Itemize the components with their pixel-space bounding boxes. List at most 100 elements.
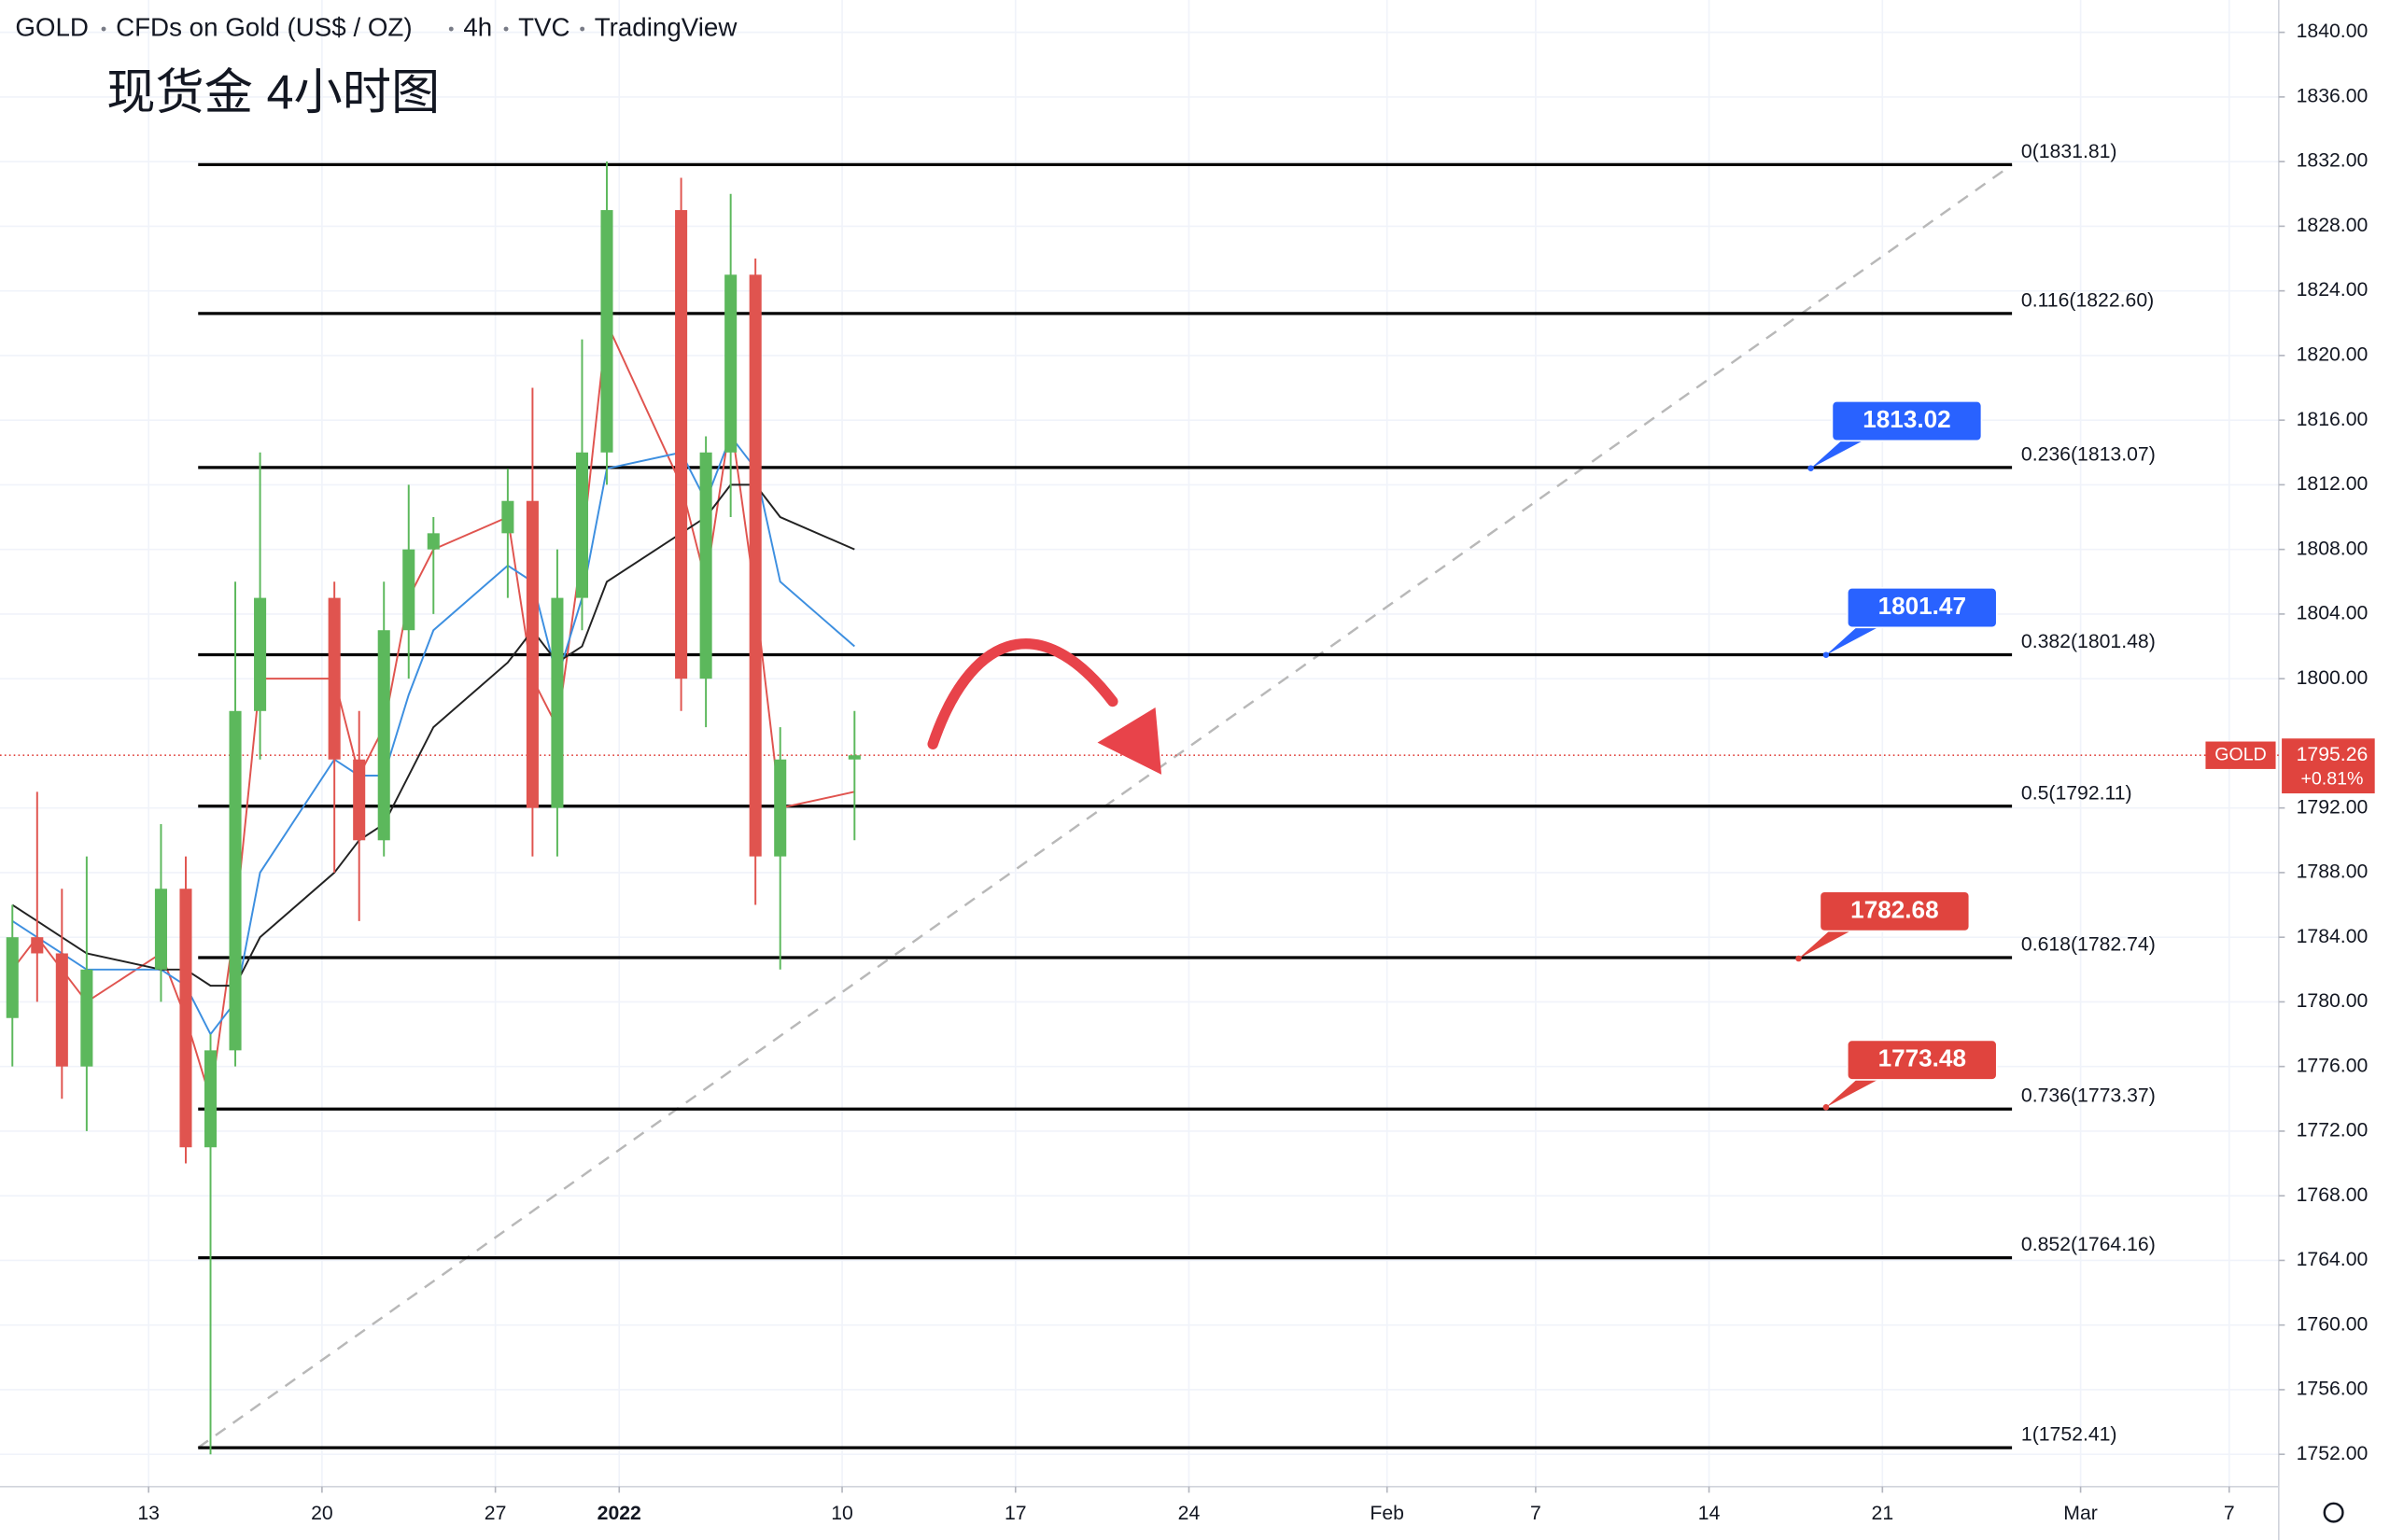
y-tick-label: 1760.00	[2297, 1313, 2369, 1335]
separator	[503, 26, 509, 32]
callout-pointer	[1825, 627, 1878, 655]
x-tick-label: 10	[831, 1503, 853, 1524]
callout-box	[1846, 1039, 1998, 1081]
fib-label: 0.236(1813.07)	[2021, 443, 2156, 465]
candle-body	[229, 710, 242, 1051]
candle-body	[204, 1050, 218, 1148]
callout-pointer	[1798, 931, 1851, 959]
candle-body	[749, 274, 762, 857]
candle-body	[699, 452, 712, 679]
grid	[0, 0, 2279, 1487]
callout-anchor	[1795, 955, 1802, 962]
candle-body	[526, 500, 539, 808]
y-tick-label: 1792.00	[2297, 796, 2369, 818]
candle-body	[551, 597, 564, 808]
y-tick-label: 1808.00	[2297, 538, 2369, 559]
y-tick-label: 1816.00	[2297, 409, 2369, 430]
callout-box	[1831, 400, 1983, 442]
callout-label: 1813.02	[1863, 405, 1950, 433]
fib-label: 0.618(1782.74)	[2021, 934, 2156, 956]
candle-body	[427, 533, 440, 550]
candle-body	[353, 759, 366, 841]
y-tick-label: 1764.00	[2297, 1249, 2369, 1270]
y-tick-label: 1800.00	[2297, 667, 2369, 689]
settings-icon[interactable]	[2323, 1502, 2344, 1523]
y-tick-label: 1828.00	[2297, 215, 2369, 236]
fib-label: 0.852(1764.16)	[2021, 1234, 2156, 1255]
callout-anchor	[1807, 465, 1814, 472]
header-provider: TradingView	[595, 12, 738, 41]
x-tick-label: Feb	[1370, 1503, 1404, 1524]
fib-label: 0.5(1792.11)	[2021, 782, 2132, 804]
header: GOLD CFDs on Gold (US$ / OZ) 4h TVC Trad…	[15, 12, 738, 41]
y-tick-label: 1756.00	[2297, 1379, 2369, 1400]
callout-label: 1801.47	[1878, 592, 1966, 620]
candle-body	[6, 937, 19, 1018]
y-tick-label: 1780.00	[2297, 990, 2369, 1012]
y-tick-label: 1840.00	[2297, 21, 2369, 42]
candle-body	[55, 953, 68, 1067]
candle-body	[600, 210, 613, 453]
header-exchange: TVC	[518, 12, 569, 41]
symbol-tag-label: GOLD	[2214, 744, 2266, 764]
x-tick-label: 13	[137, 1503, 160, 1524]
candle-body	[675, 210, 688, 679]
callout-label: 1773.48	[1878, 1044, 1966, 1072]
arrow-curve	[927, 638, 1118, 749]
y-tick-label: 1768.00	[2297, 1184, 2369, 1206]
candle-body	[774, 759, 787, 857]
candle-body	[328, 597, 341, 760]
header-interval: 4h	[463, 12, 492, 41]
candle-body	[154, 889, 167, 970]
candle-body	[31, 937, 44, 954]
callout-pointer	[1810, 441, 1863, 469]
callout-label: 1782.68	[1850, 895, 1938, 923]
last-price-change: +0.81%	[2300, 769, 2363, 790]
separator	[101, 26, 106, 32]
y-tick-label: 1784.00	[2297, 926, 2369, 947]
fib-label: 0(1831.81)	[2021, 141, 2117, 162]
separator	[448, 26, 454, 32]
fib-label: 1(1752.41)	[2021, 1424, 2117, 1446]
x-tick-label: 2022	[598, 1503, 641, 1524]
x-tick-label: 21	[1872, 1503, 1894, 1524]
y-tick-label: 1836.00	[2297, 85, 2369, 106]
candle-body	[501, 500, 514, 534]
chart-title: 现货金 4小时图	[106, 66, 440, 120]
candle-body	[724, 274, 738, 453]
fib-label: 0.382(1801.48)	[2021, 631, 2156, 652]
candle-body	[80, 969, 93, 1067]
x-tick-label: 7	[1530, 1503, 1541, 1524]
fib-label: 0.736(1773.37)	[2021, 1085, 2156, 1107]
callout-box	[1846, 587, 1998, 629]
plot-area: 0(1831.81) 0.116(1822.60) 0.236(1813.07) 0.…	[0, 141, 2279, 1455]
x-tick-label: 24	[1178, 1503, 1201, 1524]
y-tick-label: 1832.00	[2297, 150, 2369, 172]
y-tick-label: 1804.00	[2297, 603, 2369, 624]
y-tick-label: 1752.00	[2297, 1443, 2369, 1464]
x-tick-label: Mar	[2063, 1503, 2098, 1524]
candle-body	[254, 597, 267, 711]
y-tick-label: 1776.00	[2297, 1055, 2369, 1076]
last-price-tag	[2282, 738, 2375, 794]
callout-box	[1819, 890, 1971, 932]
last-price-label: 1795.26	[2297, 744, 2369, 765]
y-tick-label: 1812.00	[2297, 473, 2369, 495]
x-tick-label: 7	[2224, 1503, 2235, 1524]
y-tick-label: 1788.00	[2297, 861, 2369, 883]
candle-body	[575, 452, 588, 598]
x-tick-label: 14	[1698, 1503, 1721, 1524]
callout-anchor	[1822, 651, 1830, 658]
forecast-arrow	[927, 638, 1162, 775]
candle-body	[377, 630, 390, 841]
candle-body	[848, 755, 861, 760]
gear[interactable]	[2323, 1502, 2344, 1523]
y-tick-label: 1772.00	[2297, 1120, 2369, 1141]
arrow-head	[1097, 707, 1162, 775]
header-description: CFDs on Gold (US$ / OZ)	[116, 12, 413, 41]
x-tick-label: 27	[485, 1503, 507, 1524]
y-tick-label: 1820.00	[2297, 343, 2369, 365]
separator	[580, 26, 585, 32]
